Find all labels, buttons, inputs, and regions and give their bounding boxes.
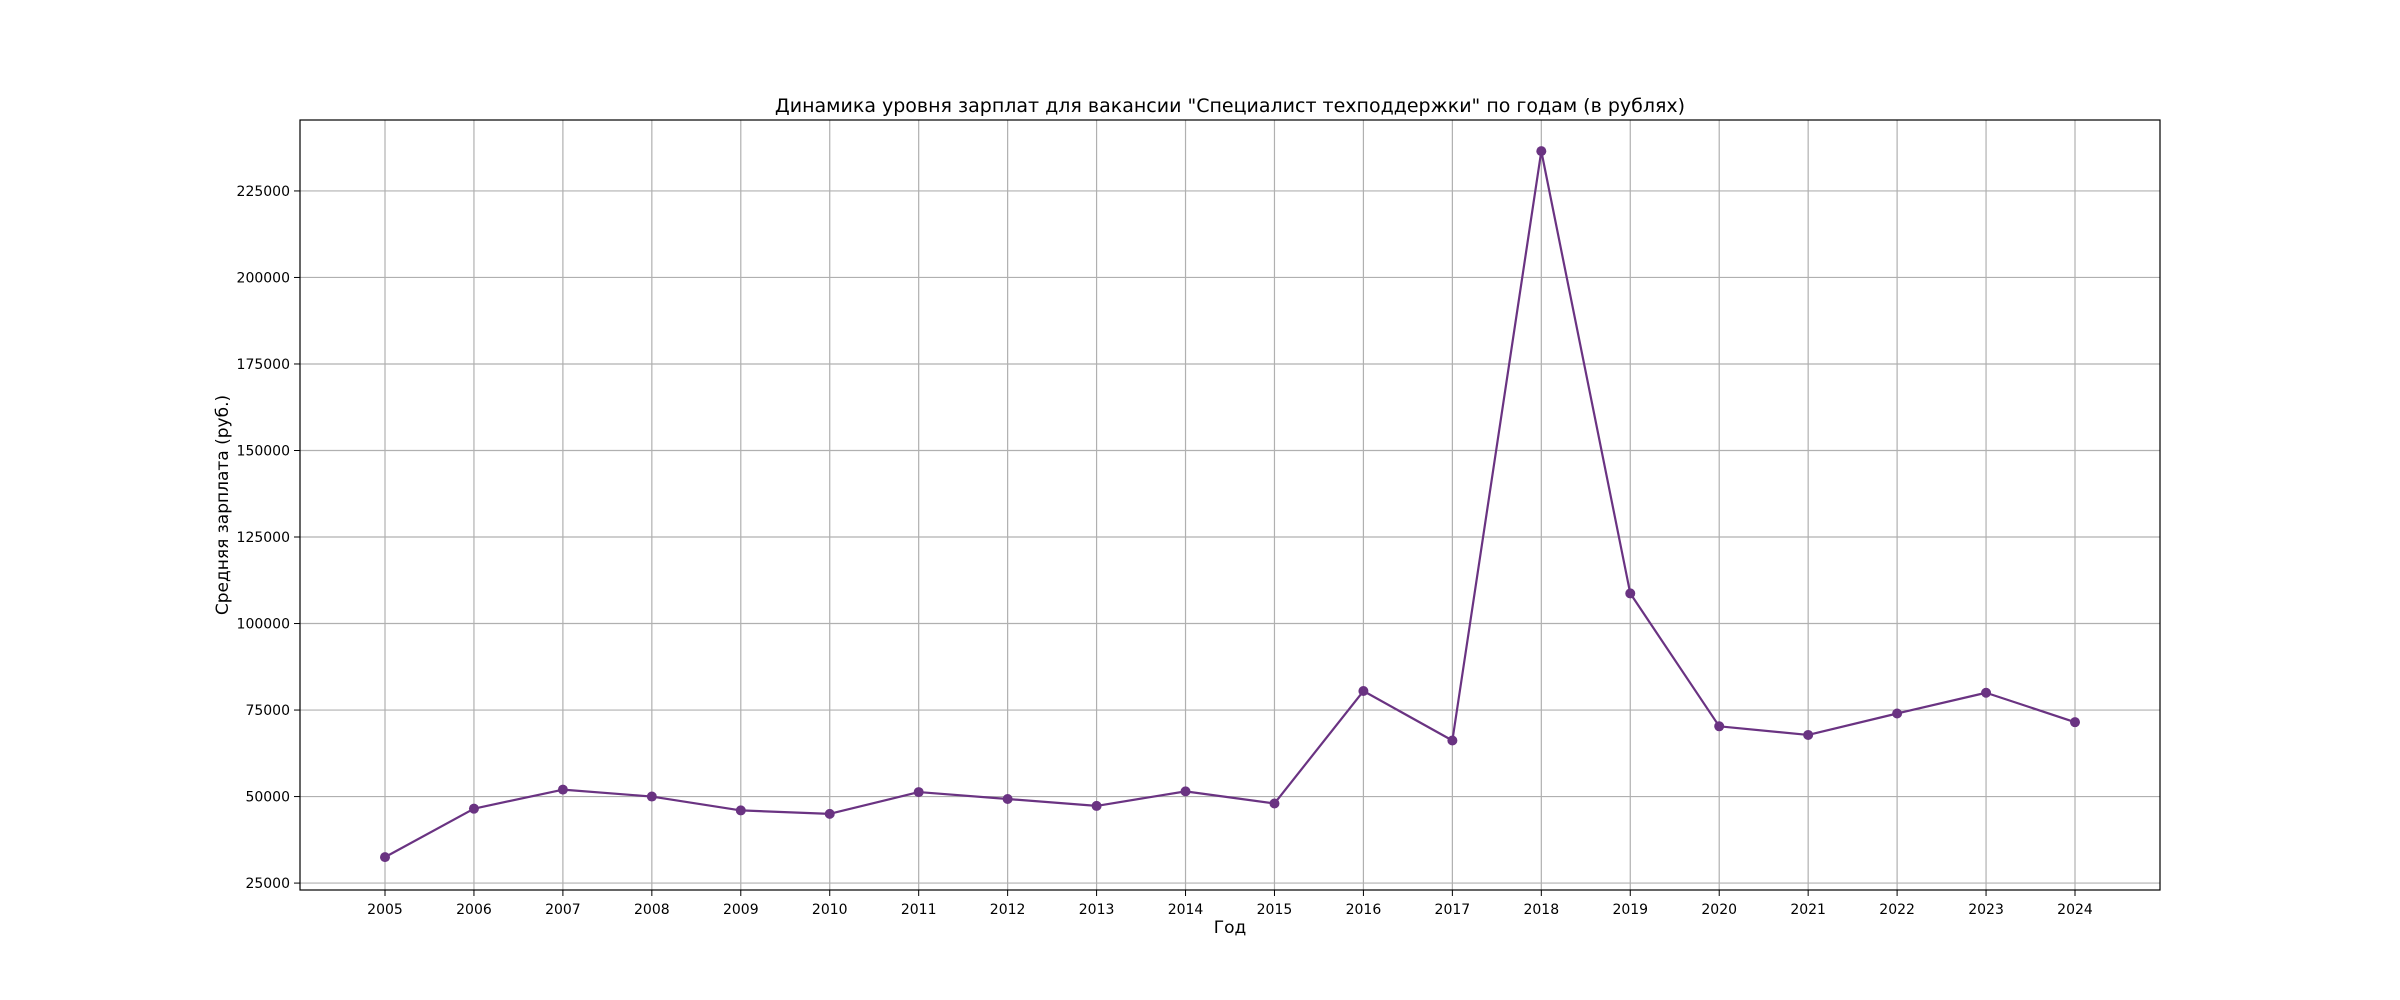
data-point — [380, 852, 390, 863]
x-tick-label: 2014 — [1168, 902, 1204, 918]
x-tick-label: 2022 — [1879, 902, 1915, 918]
data-point — [1714, 721, 1725, 732]
data-point — [1803, 729, 1814, 740]
x-tick-label: 2012 — [990, 902, 1026, 918]
y-axis-label: Средняя зарплата (руб.) — [213, 395, 233, 615]
series-layer — [380, 146, 2080, 863]
y-tick-label: 150000 — [237, 443, 290, 459]
data-point — [1447, 735, 1458, 746]
x-tick-label: 2021 — [1790, 902, 1826, 918]
data-point — [1002, 793, 1013, 804]
x-tick-label: 2024 — [2057, 902, 2093, 918]
y-tick-label: 75000 — [245, 703, 290, 719]
x-tick-label: 2008 — [634, 902, 670, 918]
data-point — [1892, 708, 1903, 719]
data-point — [1358, 686, 1369, 697]
x-tick-label: 2018 — [1523, 902, 1559, 918]
x-tick-label: 2010 — [812, 902, 848, 918]
y-tick-label: 100000 — [237, 617, 290, 633]
y-tick-label: 125000 — [237, 530, 290, 546]
data-point — [646, 791, 657, 802]
data-point — [468, 803, 479, 814]
data-point — [735, 805, 746, 816]
x-tick-label: 2019 — [1612, 902, 1648, 918]
data-point — [1091, 800, 1102, 811]
data-point — [1269, 798, 1280, 809]
data-point — [1981, 687, 1992, 698]
plot-frame — [299, 119, 2161, 891]
series-line — [384, 150, 2076, 859]
chart-title: Динамика уровня зарплат для вакансии "Сп… — [775, 95, 1685, 117]
data-point — [2070, 717, 2080, 728]
y-tick-label: 175000 — [237, 357, 290, 373]
data-point — [557, 784, 568, 795]
y-tick-label: 225000 — [237, 184, 290, 200]
data-point — [824, 808, 835, 819]
data-point — [913, 787, 924, 798]
data-point — [1180, 786, 1191, 797]
tick-layer: 2005 2006 2007 2008 2009 2010 2011 2012 2013 2014… — [237, 184, 2093, 918]
plot-area-background — [300, 120, 2160, 890]
x-tick-label: 2023 — [1968, 902, 2004, 918]
x-tick-label: 2011 — [901, 902, 937, 918]
data-point — [1625, 588, 1636, 599]
x-tick-label: 2013 — [1079, 902, 1115, 918]
x-tick-label: 2016 — [1346, 902, 1382, 918]
x-tick-label: 2017 — [1435, 902, 1471, 918]
x-tick-label: 2006 — [456, 902, 492, 918]
data-point — [1536, 146, 1547, 157]
y-tick-label: 50000 — [245, 790, 290, 806]
x-tick-label: 2005 — [367, 902, 403, 918]
x-tick-label: 2020 — [1701, 902, 1737, 918]
y-tick-label: 200000 — [237, 270, 290, 286]
x-tick-label: 2007 — [545, 902, 581, 918]
x-axis-label: Год — [1214, 918, 1247, 938]
y-tick-label: 25000 — [245, 876, 290, 892]
x-tick-label: 2009 — [723, 902, 759, 918]
x-tick-label: 2015 — [1257, 902, 1293, 918]
